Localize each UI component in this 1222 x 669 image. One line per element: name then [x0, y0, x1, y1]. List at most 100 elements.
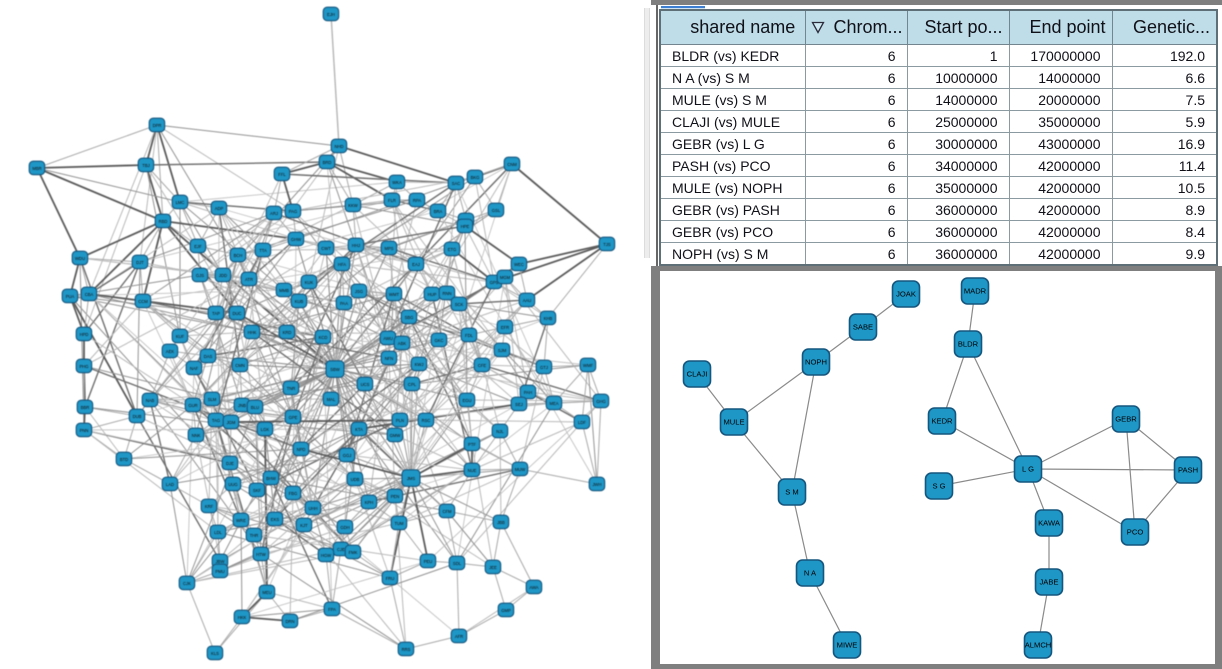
svg-text:BKG: BKG	[471, 175, 480, 180]
svg-text:LDL: LDL	[214, 530, 222, 535]
svg-text:PAH: PAH	[524, 390, 532, 395]
svg-text:JOAK: JOAK	[896, 290, 916, 299]
svg-text:PTF: PTF	[468, 442, 476, 447]
svg-text:GHW: GHW	[291, 237, 301, 242]
svg-text:GJS: GJS	[196, 273, 204, 278]
svg-text:DPR: DPR	[153, 123, 162, 128]
svg-text:BTD: BTD	[120, 457, 128, 462]
svg-text:BHW: BHW	[266, 476, 276, 481]
svg-text:DJE: DJE	[226, 461, 234, 466]
svg-text:PLN: PLN	[396, 418, 404, 423]
svg-text:KUF: KUF	[176, 334, 185, 339]
svg-text:TJS: TJS	[603, 242, 611, 247]
svg-text:BRD: BRD	[323, 160, 332, 165]
svg-text:BRA: BRA	[434, 209, 443, 214]
svg-text:GGJ: GGJ	[343, 453, 352, 458]
svg-text:JSG: JSG	[355, 289, 363, 294]
svg-text:FLR: FLR	[388, 198, 396, 203]
svg-text:HPD: HPD	[80, 332, 89, 337]
svg-text:LMC: LMC	[176, 200, 185, 205]
svg-text:EJF: EJF	[194, 244, 202, 249]
svg-text:UCS: UCS	[361, 382, 370, 387]
svg-text:SAC: SAC	[452, 181, 461, 186]
svg-text:MGM: MGM	[500, 275, 511, 280]
svg-text:WRE: WRE	[236, 518, 246, 523]
svg-text:N A: N A	[804, 569, 817, 578]
svg-text:NOPH: NOPH	[805, 358, 827, 367]
svg-text:KUB: KUB	[295, 299, 304, 304]
svg-text:KLS: KLS	[211, 651, 219, 656]
svg-text:FMK: FMK	[349, 550, 358, 555]
svg-text:EGU: EGU	[462, 398, 471, 403]
svg-text:CMN: CMN	[235, 363, 245, 368]
svg-text:KTA: KTA	[355, 427, 363, 432]
svg-text:NUE: NUE	[468, 468, 477, 473]
svg-text:KAWA: KAWA	[1038, 519, 1061, 528]
svg-text:EKS: EKS	[271, 517, 280, 522]
svg-text:AWU: AWU	[383, 336, 393, 341]
svg-text:AWA: AWA	[529, 585, 538, 590]
svg-text:BLU: BLU	[251, 405, 259, 410]
svg-text:ADP: ADP	[215, 206, 224, 211]
svg-text:NNK: NNK	[192, 433, 201, 438]
svg-text:ARJ: ARJ	[270, 211, 278, 216]
svg-text:MIWE: MIWE	[837, 641, 858, 650]
svg-text:SBW: SBW	[330, 367, 340, 372]
svg-text:PASH: PASH	[1178, 466, 1198, 475]
svg-text:SCK: SCK	[455, 302, 464, 307]
svg-text:GUR: GUR	[188, 403, 197, 408]
svg-text:UHH: UHH	[308, 506, 317, 511]
svg-text:GMW: GMW	[390, 433, 401, 438]
svg-text:SBG: SBG	[405, 315, 414, 320]
svg-text:L G: L G	[1022, 465, 1034, 474]
svg-text:SEJ: SEJ	[515, 402, 523, 407]
svg-text:DAS: DAS	[204, 354, 213, 359]
svg-text:EJH: EJH	[327, 12, 335, 17]
svg-text:JBW: JBW	[216, 559, 225, 564]
svg-text:MULE: MULE	[723, 418, 744, 427]
svg-text:NPD: NPD	[297, 447, 306, 452]
svg-text:BLDR: BLDR	[958, 340, 979, 349]
svg-text:LAD: LAD	[166, 482, 174, 487]
svg-text:DUB: DUB	[133, 414, 142, 419]
svg-text:PMU: PMU	[215, 569, 224, 574]
svg-text:THR: THR	[250, 533, 259, 538]
svg-text:JMS: JMS	[407, 476, 416, 481]
svg-text:MADR: MADR	[964, 287, 987, 296]
svg-text:WMT: WMT	[389, 292, 399, 297]
svg-text:DJT: DJT	[136, 260, 144, 265]
svg-text:WMF: WMF	[583, 363, 593, 368]
svg-text:CFE: CFE	[478, 363, 487, 368]
svg-text:GMP: GMP	[501, 608, 511, 613]
svg-text:UUG: UUG	[228, 482, 237, 487]
svg-text:NAB: NAB	[146, 398, 155, 403]
svg-text:WEC: WEC	[514, 262, 524, 267]
svg-text:BCH: BCH	[234, 253, 243, 258]
svg-text:GTJ: GTJ	[540, 365, 548, 370]
svg-text:GSL: GSL	[492, 208, 501, 213]
svg-text:CBA: CBA	[85, 292, 94, 297]
svg-text:PCO: PCO	[1127, 528, 1144, 537]
svg-text:CFM: CFM	[442, 509, 452, 514]
svg-text:MAL: MAL	[327, 397, 336, 402]
svg-text:ABK: ABK	[398, 341, 407, 346]
svg-text:GHG: GHG	[596, 399, 606, 404]
svg-text:HHK: HHK	[248, 330, 257, 335]
svg-text:FPA: FPA	[328, 607, 336, 612]
svg-text:CWT: CWT	[321, 246, 331, 251]
svg-text:CNM: CNM	[507, 162, 517, 167]
svg-text:RPA: RPA	[413, 198, 422, 203]
svg-text:KPH: KPH	[365, 500, 374, 505]
svg-text:WDU: WDU	[75, 256, 85, 261]
svg-text:KRF: KRF	[205, 504, 214, 509]
svg-text:TAG: TAG	[212, 418, 220, 423]
svg-text:JWH: JWH	[592, 482, 601, 487]
svg-text:AFR: AFR	[455, 634, 463, 639]
svg-text:SKF: SKF	[253, 488, 262, 493]
svg-text:KWJ: KWJ	[415, 362, 424, 367]
svg-text:ATR: ATR	[245, 277, 253, 282]
svg-text:NAF: NAF	[190, 366, 199, 371]
svg-text:TNR: TNR	[287, 386, 296, 391]
svg-text:PEN: PEN	[391, 494, 400, 499]
svg-text:PNN: PNN	[80, 428, 89, 433]
